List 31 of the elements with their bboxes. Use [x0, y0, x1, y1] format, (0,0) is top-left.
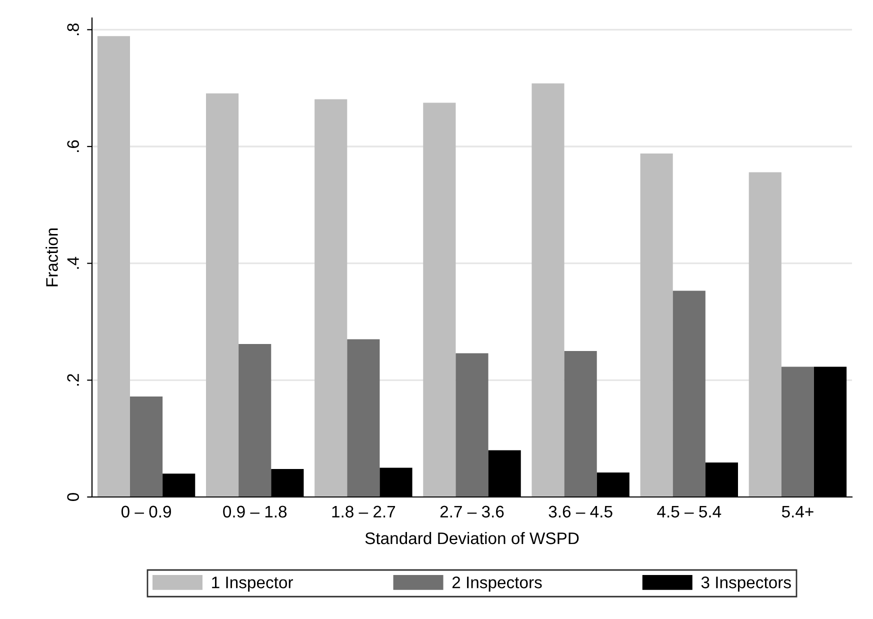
- bar: [748, 172, 782, 497]
- y-tick-label: .4: [67, 256, 79, 269]
- legend-label: 2 Inspectors: [452, 576, 542, 592]
- bar: [97, 36, 130, 497]
- x-tick-label: 2.7 – 3.6: [440, 506, 504, 518]
- bar: [423, 102, 456, 497]
- bar: [672, 290, 706, 497]
- bar: [347, 339, 380, 497]
- x-tick-label: 4.5 – 5.4: [657, 506, 722, 518]
- legend-label: 1 Inspector: [212, 576, 294, 592]
- bar: [640, 154, 673, 497]
- bar: [781, 366, 814, 497]
- y-tick-label: 0: [67, 493, 79, 501]
- x-tick-label: 3.6 – 4.5: [548, 506, 612, 518]
- x-tick-label: 0.9 – 1.8: [223, 506, 287, 518]
- bar: [456, 353, 488, 497]
- x-axis-title: Standard Deviation of WSPD: [365, 532, 579, 544]
- legend-label: 3 Inspectors: [701, 576, 791, 592]
- bar: [238, 344, 272, 497]
- bar: [314, 99, 348, 497]
- bar: [532, 83, 564, 497]
- bar: [206, 93, 239, 497]
- y-tick-label: .8: [67, 23, 79, 36]
- y-tick-label: .6: [67, 140, 79, 152]
- y-tick-label: .2: [67, 374, 79, 386]
- x-tick-label: 5.4+: [782, 506, 814, 518]
- x-tick-label: 0 – 0.9: [121, 506, 171, 518]
- x-tick-label: 1.8 – 2.7: [332, 506, 396, 518]
- y-axis-title: Fraction: [46, 228, 58, 286]
- bar: [564, 350, 597, 497]
- bar: [130, 396, 163, 497]
